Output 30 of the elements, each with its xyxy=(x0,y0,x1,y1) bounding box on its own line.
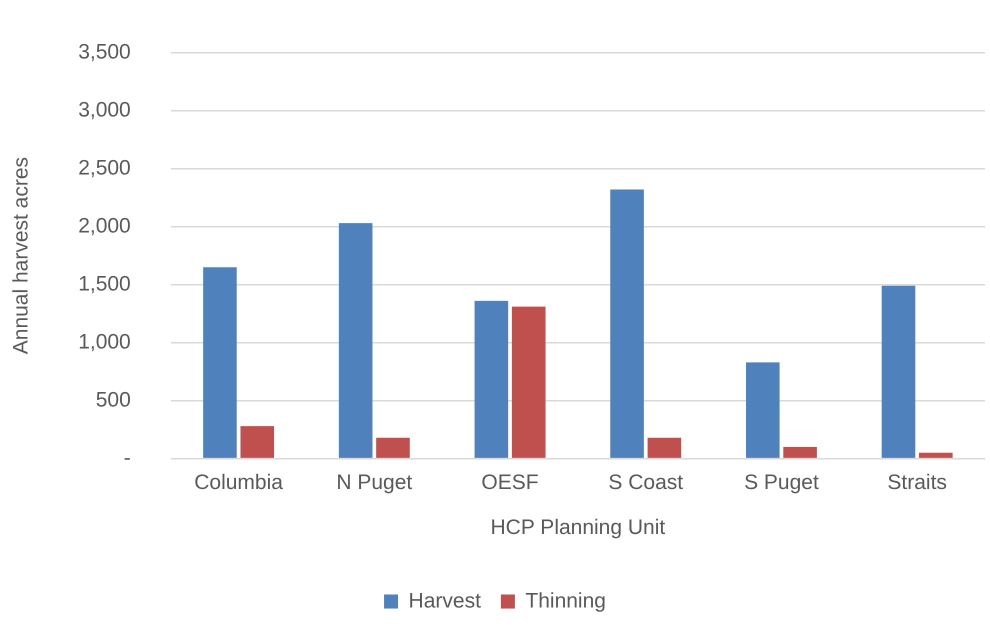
y-axis-title: Annual harvest acres xyxy=(9,156,32,354)
legend-label: Harvest xyxy=(408,589,482,612)
y-tick-label: 1,000 xyxy=(78,330,131,354)
bar xyxy=(610,189,644,458)
bar xyxy=(376,438,410,458)
x-tick-label: S Puget xyxy=(744,470,819,494)
bar xyxy=(512,306,546,458)
y-tick-label: - xyxy=(124,446,131,470)
bar xyxy=(338,223,372,458)
bar xyxy=(882,286,916,458)
bar xyxy=(648,438,682,458)
legend-label: Thinning xyxy=(525,589,606,612)
y-tick-label: 2,000 xyxy=(78,214,131,238)
x-tick-label: OESF xyxy=(481,470,539,494)
y-tick-label: 2,500 xyxy=(78,156,131,180)
y-tick-label: 500 xyxy=(96,388,131,412)
x-axis-title: HCP Planning Unit xyxy=(490,516,666,540)
x-tick-label: Columbia xyxy=(194,470,284,494)
y-tick-label: 3,000 xyxy=(78,98,131,122)
bar xyxy=(746,362,780,458)
bar xyxy=(203,267,237,458)
bar xyxy=(919,452,953,458)
x-tick-label: Straits xyxy=(887,470,947,494)
x-tick-label: S Coast xyxy=(608,470,684,494)
y-tick-label: 1,500 xyxy=(78,272,131,296)
bar xyxy=(474,300,508,458)
bar xyxy=(240,426,274,458)
bar xyxy=(783,447,817,458)
x-tick-label: N Puget xyxy=(336,470,412,494)
y-tick-label: 3,500 xyxy=(78,40,131,64)
